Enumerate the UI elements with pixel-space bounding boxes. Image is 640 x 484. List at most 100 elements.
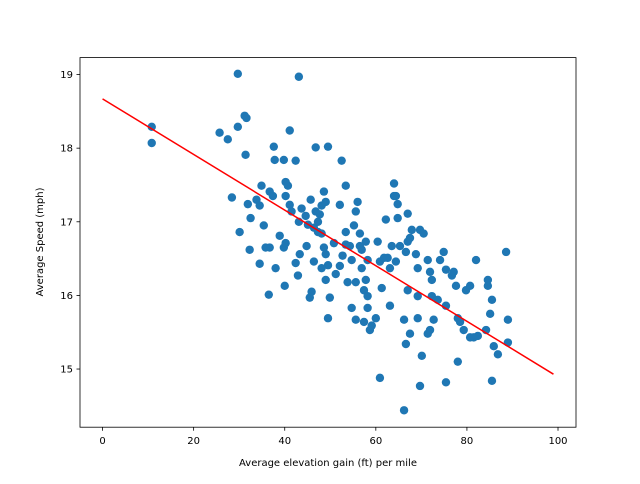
y-tick-label: 17 xyxy=(60,217,73,228)
point xyxy=(309,257,319,266)
point xyxy=(295,249,304,259)
point xyxy=(259,221,268,230)
point xyxy=(371,314,381,323)
point xyxy=(501,247,511,257)
point xyxy=(335,200,345,210)
point xyxy=(321,275,330,285)
point xyxy=(271,263,280,273)
point xyxy=(233,122,243,132)
fit-line xyxy=(102,98,554,375)
point xyxy=(465,333,475,342)
point xyxy=(399,315,409,324)
point xyxy=(403,286,412,295)
point xyxy=(337,156,346,165)
point xyxy=(391,191,401,201)
point xyxy=(335,261,345,271)
point xyxy=(255,201,264,210)
point xyxy=(281,177,290,187)
point xyxy=(353,197,362,207)
point xyxy=(275,231,284,240)
point xyxy=(471,255,481,265)
point xyxy=(223,135,232,144)
point xyxy=(341,181,350,190)
point xyxy=(315,210,325,219)
point xyxy=(319,187,329,196)
point xyxy=(257,181,266,190)
point xyxy=(413,263,422,273)
point xyxy=(487,376,497,386)
plot-frame xyxy=(79,57,577,428)
y-tick-label: 19 xyxy=(60,70,73,81)
point xyxy=(367,321,376,330)
point xyxy=(323,314,333,323)
point xyxy=(235,227,244,237)
point xyxy=(255,259,264,268)
point xyxy=(297,204,306,213)
y-tick-label: 16 xyxy=(60,291,73,302)
point xyxy=(425,325,435,335)
point xyxy=(407,225,417,235)
point xyxy=(307,287,316,296)
point xyxy=(313,217,323,226)
x-tick-label: 40 xyxy=(278,436,291,447)
point xyxy=(361,237,371,246)
point xyxy=(285,200,294,210)
point xyxy=(269,142,278,151)
point xyxy=(395,241,405,251)
point xyxy=(381,215,391,224)
point xyxy=(331,269,340,279)
point xyxy=(425,267,435,277)
point xyxy=(355,241,365,251)
point xyxy=(489,342,498,351)
point xyxy=(317,263,326,273)
point xyxy=(419,229,428,238)
point xyxy=(325,293,335,302)
point xyxy=(361,275,371,285)
point xyxy=(393,213,402,223)
point xyxy=(449,267,458,277)
point xyxy=(393,199,402,209)
point xyxy=(485,309,495,319)
point xyxy=(241,150,250,159)
point xyxy=(455,317,465,327)
point xyxy=(321,197,330,207)
point xyxy=(349,221,359,230)
point xyxy=(243,199,253,209)
point xyxy=(291,156,300,165)
point xyxy=(215,128,224,137)
point xyxy=(385,263,395,273)
x-tick-label: 60 xyxy=(369,436,382,447)
point xyxy=(233,69,243,78)
point xyxy=(387,241,396,251)
point xyxy=(319,243,329,252)
x-tick-label: 80 xyxy=(461,436,474,447)
point xyxy=(281,191,290,201)
point xyxy=(405,329,415,338)
point xyxy=(403,209,412,218)
point xyxy=(351,207,360,216)
point xyxy=(351,315,360,324)
point xyxy=(268,191,278,201)
point xyxy=(459,325,468,335)
point xyxy=(503,338,513,347)
point xyxy=(357,263,366,273)
point xyxy=(363,291,372,301)
point xyxy=(451,281,461,291)
point xyxy=(281,238,290,248)
point xyxy=(351,277,360,287)
point xyxy=(321,249,330,259)
point xyxy=(441,378,451,387)
point xyxy=(453,357,463,366)
point xyxy=(423,255,432,265)
point xyxy=(246,213,255,223)
x-axis-label: Average elevation gain (ft) per mile xyxy=(239,458,417,469)
point xyxy=(293,271,303,280)
point xyxy=(338,251,347,260)
point xyxy=(401,339,411,349)
point xyxy=(294,72,304,81)
point xyxy=(311,143,320,152)
point xyxy=(429,315,438,324)
point xyxy=(373,237,382,246)
x-tick-label: 0 xyxy=(99,436,105,447)
